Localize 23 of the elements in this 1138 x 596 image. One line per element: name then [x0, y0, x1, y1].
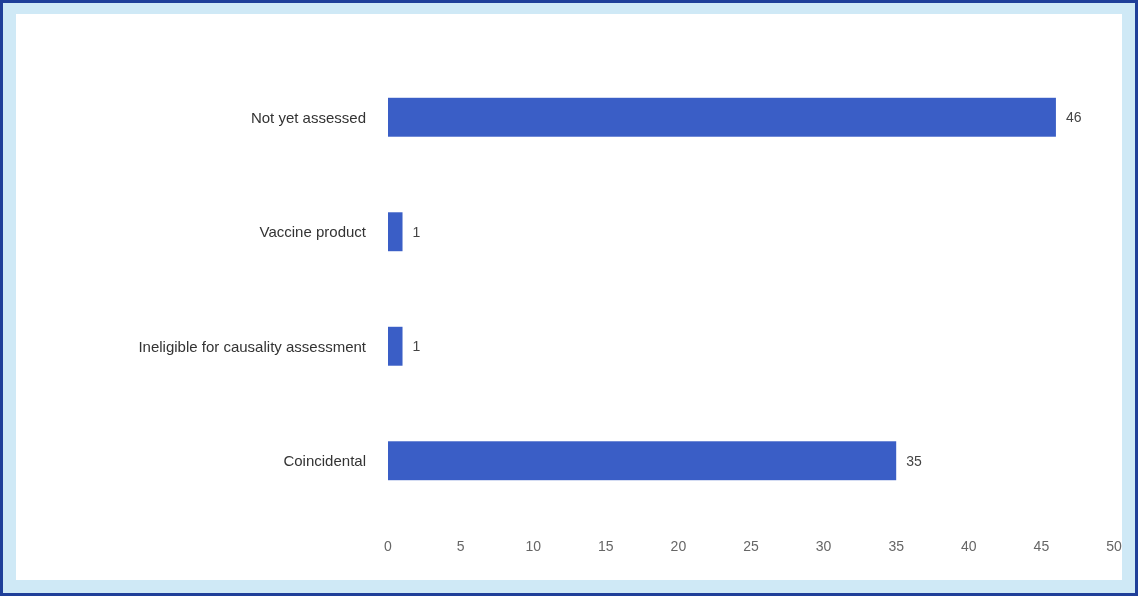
- x-tick-label: 25: [743, 538, 759, 554]
- x-tick-label: 45: [1033, 538, 1050, 554]
- x-tick-label: 35: [888, 538, 905, 554]
- data-label: 1: [412, 223, 421, 240]
- x-tick-label: 5: [456, 538, 465, 554]
- data-label: 46: [1065, 109, 1082, 126]
- x-tick-label: 30: [815, 538, 832, 554]
- data-label: 35: [906, 452, 922, 469]
- bar: [388, 441, 897, 481]
- bar: [388, 97, 1056, 137]
- y-tick-label: Not yet assessed: [250, 108, 366, 126]
- x-tick-label: 15: [598, 538, 614, 554]
- y-tick-label: Ineligible for causality assessment: [138, 337, 367, 355]
- bar: [388, 326, 403, 366]
- bar: [388, 212, 403, 252]
- y-tick-label: Vaccine product: [259, 223, 367, 240]
- x-tick-label: 50: [1106, 538, 1122, 554]
- data-label: 1: [412, 338, 421, 355]
- x-tick-label: 0: [384, 538, 393, 554]
- x-tick-label: 40: [961, 538, 977, 554]
- x-tick-label: 20: [670, 538, 687, 554]
- x-tick-label: 10: [525, 538, 542, 554]
- y-tick-label: Coincidental: [283, 452, 366, 469]
